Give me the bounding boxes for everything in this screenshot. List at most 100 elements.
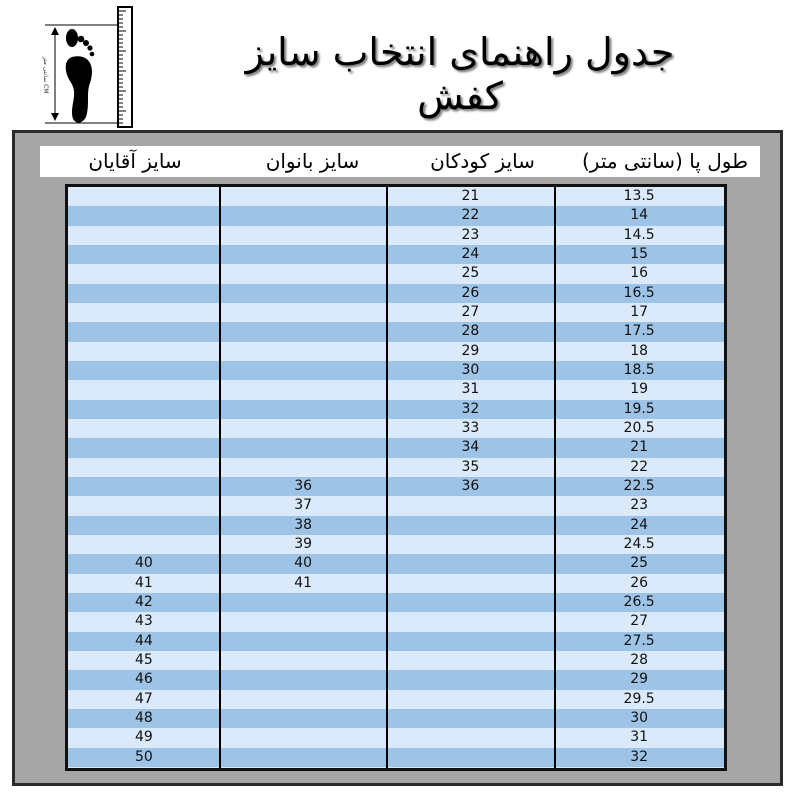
cell-women [220, 419, 387, 438]
cell-women: 41 [294, 574, 313, 591]
cell-foot-length: 22 [630, 458, 649, 475]
table-row: 24 15 [68, 244, 724, 265]
cell-women [220, 728, 387, 747]
cell-women [220, 593, 387, 612]
table-row: 35 22 [68, 458, 724, 477]
foot-ruler-icon: سانتی متر CM [20, 5, 140, 130]
cell-men: 44 [134, 632, 153, 649]
column-divider [219, 187, 221, 768]
cell-foot-length: 27 [630, 613, 649, 630]
cell-kids: 34 [461, 439, 480, 456]
ruler-label: سانتی متر CM [42, 56, 49, 94]
cell-men [68, 477, 220, 496]
cell-men [68, 438, 220, 457]
cell-women [220, 458, 387, 477]
cell-women [220, 651, 387, 670]
table-row: 50 32 [68, 747, 724, 767]
cell-women [220, 284, 387, 303]
table-row: 22 14 [68, 206, 724, 226]
cell-women: 36 [294, 477, 313, 494]
cell-men [68, 361, 220, 380]
cell-kids: 30 [461, 361, 480, 378]
cell-women [220, 670, 387, 689]
table-row: 43 27 [68, 612, 724, 631]
cell-kids: 27 [461, 303, 480, 320]
cell-kids: 25 [461, 265, 480, 282]
cell-foot-length: 16 [630, 265, 649, 282]
size-table: 21 13.5 22 14 23 14.5 24 15 25 16 26 16.5 27 17 28 17.5… [65, 184, 727, 771]
cell-kids: 22 [461, 207, 480, 224]
cell-men: 49 [134, 729, 153, 746]
table-row: 44 27.5 [68, 631, 724, 651]
cell-foot-length: 14.5 [623, 226, 655, 243]
table-row: 38 24 [68, 515, 724, 535]
cell-foot-length: 19 [630, 381, 649, 398]
cell-foot-length: 30 [630, 709, 649, 726]
table-row: 28 17.5 [68, 322, 724, 342]
cell-men [68, 187, 220, 206]
cell-women [220, 264, 387, 283]
column-divider [554, 187, 556, 768]
cell-men: 40 [134, 555, 153, 572]
cell-men: 45 [134, 651, 153, 668]
cell-foot-length: 13.5 [623, 188, 655, 204]
cell-men [68, 303, 220, 322]
cell-foot-length: 32 [630, 748, 649, 765]
cell-men [68, 516, 220, 535]
cell-kids: 31 [461, 381, 480, 398]
cell-men [68, 380, 220, 399]
header-kids: سایز کودکان [430, 149, 535, 173]
cell-foot-length: 26 [630, 574, 649, 591]
cell-kids [387, 748, 555, 767]
cell-men: 42 [134, 593, 153, 610]
table-row: 39 24.5 [68, 535, 724, 554]
cell-foot-length: 29.5 [623, 690, 655, 707]
cell-foot-length: 15 [630, 245, 649, 262]
cell-kids [387, 535, 555, 554]
table-row: 33 20.5 [68, 419, 724, 438]
cell-men: 47 [134, 690, 153, 707]
cell-foot-length: 14 [630, 207, 649, 224]
cell-kids: 24 [461, 245, 480, 262]
cell-foot-length: 21 [630, 439, 649, 456]
table-row: 25 16 [68, 264, 724, 283]
cell-men: 46 [134, 671, 153, 688]
cell-kids: 35 [461, 458, 480, 475]
cell-kids [387, 516, 555, 535]
cell-foot-length: 18.5 [623, 361, 655, 378]
cell-kids: 26 [461, 284, 480, 301]
cell-foot-length: 29 [630, 671, 649, 688]
table-row: 32 19.5 [68, 399, 724, 419]
cell-kids: 23 [461, 226, 480, 243]
cell-men [68, 206, 220, 225]
cell-women [220, 322, 387, 341]
cell-women [220, 748, 387, 767]
cell-foot-length: 22.5 [623, 477, 655, 494]
table-row: 37 23 [68, 496, 724, 515]
table-row: 47 29.5 [68, 690, 724, 709]
table-row: 30 18.5 [68, 360, 724, 381]
cell-kids: 33 [461, 419, 480, 436]
table-row: 49 31 [68, 728, 724, 747]
cell-foot-length: 24.5 [623, 535, 655, 552]
cell-women [220, 632, 387, 651]
table-row: 48 30 [68, 708, 724, 729]
cell-foot-length: 17.5 [623, 323, 655, 340]
table-row: 27 17 [68, 303, 724, 322]
cell-foot-length: 19.5 [623, 400, 655, 417]
cell-men [68, 226, 220, 245]
cell-kids: 32 [461, 400, 480, 417]
cell-kids [387, 690, 555, 709]
header-men: سایز آقایان [88, 149, 182, 173]
cell-women: 38 [294, 516, 313, 533]
cell-foot-length: 17 [630, 303, 649, 320]
cell-men [68, 458, 220, 477]
cell-men: 41 [134, 574, 153, 591]
cell-foot-length: 20.5 [623, 419, 655, 436]
cell-men [68, 535, 220, 554]
column-divider [386, 187, 388, 768]
cell-kids [387, 496, 555, 515]
cell-men [68, 245, 220, 264]
cell-men: 43 [134, 613, 153, 630]
table-row: 34 21 [68, 438, 724, 458]
